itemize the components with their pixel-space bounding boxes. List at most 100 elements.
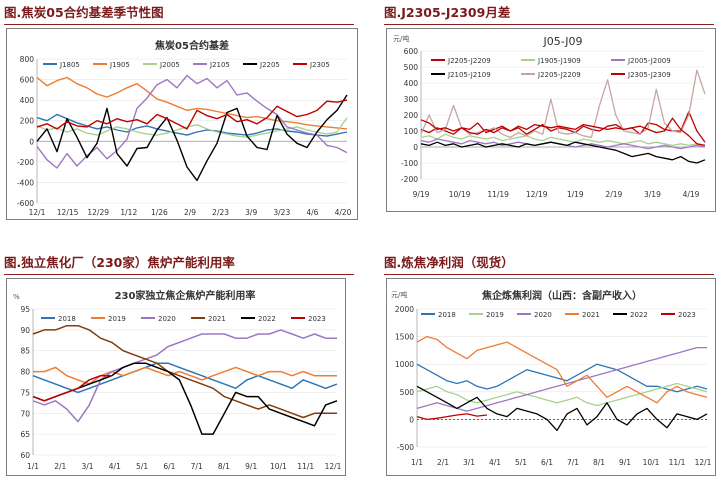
x-tick-label: 4/20 bbox=[335, 208, 352, 217]
x-tick-label: 5/1 bbox=[136, 462, 148, 471]
legend-label: 2022 bbox=[258, 315, 276, 323]
y-tick-label: -500 bbox=[397, 443, 414, 452]
legend-label: J2305-J2309 bbox=[627, 71, 671, 79]
legend-label: J2305 bbox=[309, 61, 330, 69]
x-tick-label: 5/1 bbox=[515, 458, 527, 467]
y-tick-label: 500 bbox=[400, 388, 415, 397]
chart-frame: J05-J09 元/吨 -200 -100 0 100 200 300 400 500 600 9/1… bbox=[386, 28, 716, 212]
x-tick-label: 10/1 bbox=[270, 462, 287, 471]
x-tick-label: 11/19 bbox=[487, 190, 509, 199]
x-tick-label: 3/23 bbox=[273, 208, 290, 217]
series-line-J2105-J2109 bbox=[420, 141, 706, 164]
panel-heading: 图.独立焦化厂（230家）焦炉产能利用率 bbox=[4, 254, 354, 275]
y-unit-label: % bbox=[13, 293, 20, 301]
x-tick-label: 3/1 bbox=[463, 458, 475, 467]
series-line-J2205 bbox=[36, 94, 348, 182]
series-line-2018 bbox=[416, 363, 708, 393]
y-tick-label: 70 bbox=[20, 409, 30, 418]
chart-frame: 焦炭05合约基差 -600 -400 -200 0 200 400 600 800 12/1 12/… bbox=[6, 28, 358, 220]
legend-label: J2205-J2209 bbox=[537, 71, 581, 79]
series-line-2021 bbox=[416, 335, 708, 404]
legend-label: 2018 bbox=[438, 311, 456, 319]
series-line-J2305-J2309 bbox=[420, 117, 706, 147]
legend-label: 2023 bbox=[308, 315, 326, 323]
x-tick-label: 8/1 bbox=[218, 462, 230, 471]
legend-label: J2005 bbox=[159, 61, 180, 69]
x-tick-label: 9/19 bbox=[413, 190, 430, 199]
series-line-2023 bbox=[32, 374, 112, 402]
y-tick-label: 90 bbox=[20, 326, 30, 335]
legend-label: J2205-J2209 bbox=[447, 57, 491, 65]
legend-label: 2020 bbox=[158, 315, 176, 323]
legend-label: 2018 bbox=[58, 315, 76, 323]
series-line-2020 bbox=[32, 329, 337, 423]
x-tick-label: 7/1 bbox=[567, 458, 579, 467]
y-tick-label: -400 bbox=[17, 178, 34, 187]
x-tick-label: 1/26 bbox=[151, 208, 168, 217]
x-tick-label: 2/9 bbox=[184, 208, 196, 217]
y-tick-label: 0 bbox=[413, 143, 418, 152]
x-tick-label: 6/1 bbox=[163, 462, 175, 471]
x-tick-label: 2/19 bbox=[605, 190, 622, 199]
y-tick-label: -200 bbox=[401, 175, 418, 184]
y-tick-label: 800 bbox=[20, 55, 35, 64]
chart-title: J05-J09 bbox=[542, 35, 582, 48]
x-tick-label: 1/19 bbox=[567, 190, 584, 199]
y-tick-label: 85 bbox=[20, 347, 30, 356]
series-line-2023 bbox=[416, 413, 488, 421]
y-tick-label: -200 bbox=[17, 158, 34, 167]
x-tick-label: 2/1 bbox=[54, 462, 66, 471]
series-line-J1905 bbox=[36, 76, 348, 130]
x-tick-label: 3/1 bbox=[82, 462, 94, 471]
y-tick-label: 300 bbox=[404, 95, 419, 104]
x-tick-label: 4/1 bbox=[109, 462, 121, 471]
chart-svg: 焦企炼焦利润（山西：含副产收入） 元/吨 -500 0 500 1000 1500 2000 1… bbox=[391, 289, 712, 467]
chart-frame: 230家独立焦企焦炉产能利用率% 60 65 70 75 80 85 90 95 1/1 2/1 3/… bbox=[6, 278, 346, 476]
x-tick-label: 6/1 bbox=[541, 458, 553, 467]
panel-heading: 图.炼焦净利润（现货） bbox=[384, 254, 714, 275]
y-tick-label: 600 bbox=[20, 76, 35, 85]
x-tick-label: 8/1 bbox=[593, 458, 605, 467]
y-tick-label: 1500 bbox=[395, 333, 414, 342]
series-line-J2205-J2209 bbox=[420, 111, 706, 143]
legend-label: J1805 bbox=[59, 61, 80, 69]
series-line-2020 bbox=[416, 346, 707, 412]
y-tick-label: -100 bbox=[401, 159, 418, 168]
x-tick-label: 12/19 bbox=[526, 190, 548, 199]
y-tick-label: 500 bbox=[404, 63, 419, 72]
legend-label: J2205 bbox=[259, 61, 280, 69]
y-unit-label: 元/吨 bbox=[393, 34, 409, 43]
legend-label: J1905 bbox=[109, 61, 130, 69]
y-tick-label: 65 bbox=[20, 430, 30, 439]
x-tick-label: 3/19 bbox=[644, 190, 661, 199]
series-line-2022 bbox=[32, 362, 338, 435]
x-tick-label: 12/1 bbox=[695, 458, 712, 467]
series-line-2018 bbox=[32, 362, 338, 394]
x-tick-label: 9/1 bbox=[619, 458, 631, 467]
y-tick-label: 80 bbox=[20, 368, 30, 377]
x-tick-label: 4/6 bbox=[306, 208, 318, 217]
legend-label: J2105 bbox=[209, 61, 230, 69]
chart-svg: J05-J09 元/吨 -200 -100 0 100 200 300 400 500 600 9/1… bbox=[393, 34, 706, 199]
x-tick-label: 11/1 bbox=[297, 462, 314, 471]
x-tick-label: 2/1 bbox=[437, 458, 449, 467]
legend-label: J1905-J1909 bbox=[537, 57, 581, 65]
panel-heading: 图.焦炭05合约基差季节性图 bbox=[4, 4, 354, 25]
chart-svg: 焦炭05合约基差 -600 -400 -200 0 200 400 600 800 12/1 12/… bbox=[17, 39, 352, 217]
x-tick-label: 12/1 bbox=[29, 208, 46, 217]
series-line-2021 bbox=[32, 324, 337, 419]
chart-title: 焦企炼焦利润（山西：含副产收入） bbox=[481, 289, 642, 302]
y-tick-label: 400 bbox=[20, 96, 35, 105]
y-tick-label: 60 bbox=[20, 451, 30, 460]
y-tick-label: 600 bbox=[404, 47, 419, 56]
legend-label: 2019 bbox=[486, 311, 504, 319]
x-tick-label: 1/12 bbox=[120, 208, 137, 217]
panel-heading: 图.J2305-J2309月差 bbox=[384, 4, 714, 25]
legend-label: J2005-J2009 bbox=[627, 57, 671, 65]
y-unit-label: 元/吨 bbox=[391, 290, 407, 299]
x-tick-label: 2/23 bbox=[212, 208, 229, 217]
chart-frame: 焦企炼焦利润（山西：含副产收入） 元/吨 -500 0 500 1000 1500 2000 1… bbox=[386, 278, 716, 476]
legend-label: 2023 bbox=[678, 311, 696, 319]
x-tick-label: 9/1 bbox=[245, 462, 257, 471]
series-line-J2105 bbox=[36, 74, 348, 169]
